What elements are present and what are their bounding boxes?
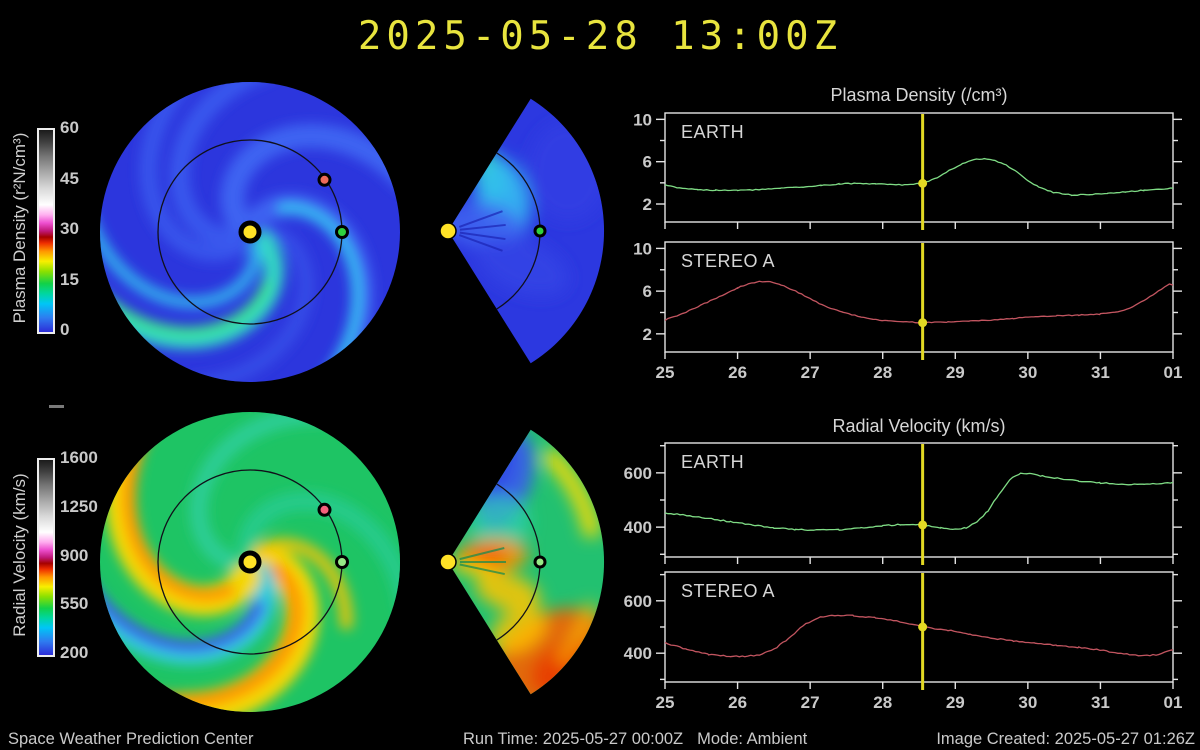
svg-text:6: 6	[643, 282, 652, 301]
density-ecliptic-map	[100, 82, 400, 382]
svg-text:31: 31	[1091, 363, 1110, 382]
run-time-text: Run Time: 2025-05-27 00:00Z	[463, 730, 684, 748]
density-meridional-map	[439, 98, 605, 364]
density-earth-label: EARTH	[681, 122, 745, 142]
data-curve	[664, 280, 1174, 324]
density-stereoa-label: STEREO A	[681, 251, 776, 271]
mode-text: Mode: Ambient	[697, 730, 808, 748]
velocity-meridional-map	[439, 429, 605, 695]
svg-text:27: 27	[801, 363, 820, 382]
earth-marker	[335, 225, 349, 239]
svg-text:400: 400	[624, 644, 652, 663]
chart-panel-3: 400 600 25 26 27 28 29 30 31 01	[624, 571, 1183, 712]
colorbar-tick-label: 1250	[60, 496, 98, 516]
colorbar-tick-label: 1600	[60, 448, 98, 467]
svg-text:26: 26	[728, 363, 747, 382]
svg-text:25: 25	[656, 363, 675, 382]
stereo-a-marker	[317, 172, 332, 187]
svg-text:27: 27	[801, 693, 820, 712]
earth-marker	[335, 555, 349, 569]
footer-org: Space Weather Prediction Center	[8, 730, 254, 748]
footer-run-time: Run Time: 2025-05-27 00:00Z Mode: Ambient	[463, 730, 821, 749]
svg-text:400: 400	[624, 518, 652, 537]
data-curve	[664, 157, 1174, 197]
svg-text:31: 31	[1091, 693, 1110, 712]
density-colorbar-ticks: 60 45 30 15 0	[60, 119, 110, 339]
svg-text:600: 600	[624, 592, 652, 611]
svg-text:01: 01	[1164, 693, 1183, 712]
svg-text:29: 29	[946, 693, 965, 712]
colorbar-tick-label: 30	[60, 219, 79, 238]
velocity-colorbar-ticks: 1600 1250 900 550 200	[60, 449, 110, 662]
colorbar-tick-label: 60	[60, 118, 79, 137]
svg-text:10: 10	[633, 239, 652, 258]
colorbar-tick-label: 15	[60, 269, 79, 289]
svg-text:25: 25	[656, 693, 675, 712]
velocity-charts-title: Radial Velocity (km/s)	[832, 416, 1006, 436]
velocity-colorbar	[37, 458, 55, 657]
svg-text:28: 28	[873, 363, 892, 382]
cursor-marker	[918, 318, 928, 328]
stereo-a-marker	[317, 502, 332, 517]
data-curve	[664, 472, 1174, 532]
earth-marker	[533, 555, 547, 569]
svg-text:30: 30	[1018, 363, 1037, 382]
colorbar-tick-label: 550	[60, 594, 89, 614]
data-curve	[664, 614, 1174, 658]
sun-marker	[439, 553, 457, 571]
cursor-marker	[918, 520, 928, 530]
earth-marker	[533, 224, 547, 238]
footer-image-created: Image Created: 2025-05-27 01:26Z	[936, 730, 1195, 748]
svg-text:10: 10	[633, 110, 652, 129]
svg-text:600: 600	[624, 464, 652, 483]
svg-text:29: 29	[946, 363, 965, 382]
cursor-marker	[918, 178, 928, 188]
svg-text:28: 28	[873, 693, 892, 712]
velocity-ecliptic-map	[100, 412, 400, 712]
sun-marker	[439, 222, 457, 240]
svg-text:6: 6	[643, 153, 652, 172]
density-colorbar	[37, 128, 55, 334]
colorbar-tick-label: 200	[60, 643, 89, 662]
svg-text:30: 30	[1018, 693, 1037, 712]
colorbar-tick-label: 900	[60, 545, 89, 565]
chart-panel-2: 400 600	[624, 442, 1182, 565]
chart-panel-0: 2 6 10	[633, 110, 1182, 230]
dash-artifact	[49, 405, 64, 408]
colorbar-tick-label: 0	[60, 320, 70, 339]
sun-marker	[238, 220, 262, 244]
sun-marker	[238, 550, 262, 574]
density-charts-title: Plasma Density (/cm³)	[830, 85, 1008, 105]
cursor-marker	[918, 622, 928, 632]
velocity-stereoa-label: STEREO A	[681, 581, 776, 601]
svg-text:26: 26	[728, 693, 747, 712]
velocity-earth-label: EARTH	[681, 452, 745, 472]
page-title: 2025-05-28 13:00Z	[357, 14, 843, 59]
svg-text:2: 2	[643, 325, 652, 344]
colorbar-tick-label: 45	[60, 168, 79, 188]
svg-text:01: 01	[1164, 363, 1183, 382]
svg-text:2: 2	[643, 195, 652, 214]
